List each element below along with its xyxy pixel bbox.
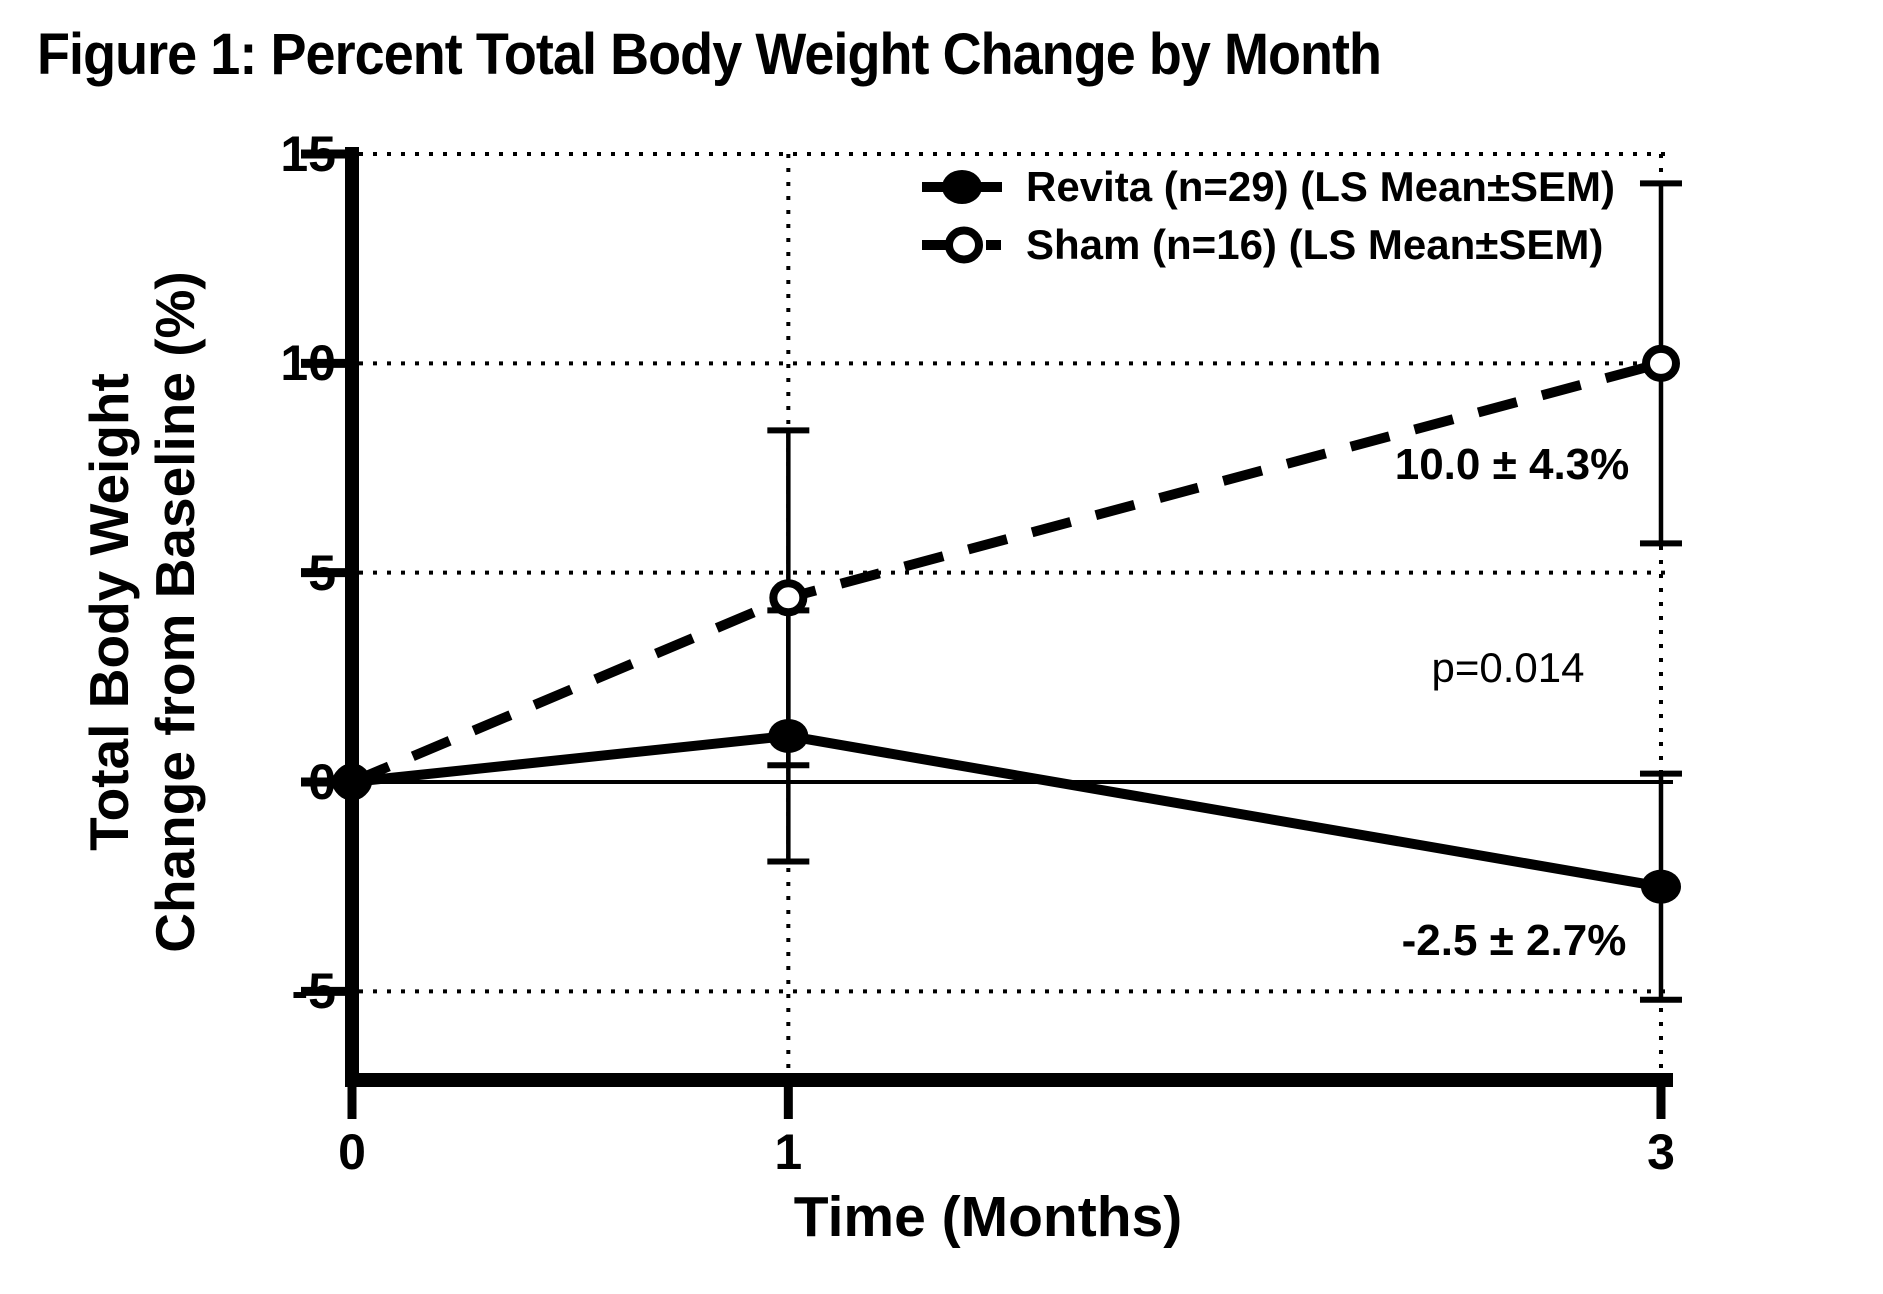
y-axis-title-line1: Total Body Weight — [78, 373, 140, 851]
y-axis-title: Total Body Weight Change from Baseline (… — [76, 112, 208, 1112]
legend-item-revita: Revita (n=29) (LS Mean±SEM) — [918, 158, 1615, 216]
x-axis-line — [345, 1073, 1673, 1087]
annotation-p-value: p=0.014 — [1431, 644, 1585, 691]
annotation-revita-month3: -2.5 ± 2.7% — [1401, 916, 1627, 965]
annotation-sham-month3: 10.0 ± 4.3% — [1394, 440, 1630, 489]
y-tick-label-15: 15 — [280, 126, 336, 182]
marker-open-circle — [769, 579, 808, 617]
y-tick-label--5: -5 — [291, 963, 336, 1020]
marker-filled-circle — [768, 718, 809, 753]
legend-label-revita: Revita (n=29) (LS Mean±SEM) — [1026, 163, 1616, 210]
marker-open-circle — [1641, 344, 1680, 382]
y-tick-label-10: 10 — [280, 335, 336, 392]
legend-label-sham: Sham (n=16) (LS Mean±SEM) — [1026, 221, 1604, 268]
marker-filled-circle — [332, 765, 372, 799]
x-tick-label-1: 1 — [774, 1124, 803, 1180]
y-tick-label-5: 5 — [308, 544, 336, 601]
x-tick-label-3: 3 — [1647, 1124, 1675, 1180]
legend-item-sham: Sham (n=16) (LS Mean±SEM) — [918, 216, 1615, 274]
figure-title: Figure 1: Percent Total Body Weight Chan… — [37, 22, 1382, 87]
marker-filled-circle — [1640, 869, 1681, 904]
series-line-solid — [351, 730, 1662, 892]
legend-marker-open-circle-icon — [922, 226, 1001, 264]
legend: Revita (n=29) (LS Mean±SEM) Sham (n=16) … — [918, 158, 1615, 274]
y-axis-line — [345, 147, 359, 1087]
y-tick-label-0: 0 — [308, 754, 336, 810]
y-axis-title-line2: Change from Baseline (%) — [144, 271, 206, 953]
legend-marker-filled-circle-icon — [922, 170, 1002, 204]
x-tick-label-0: 0 — [338, 1124, 366, 1180]
x-axis-title: Time (Months) — [793, 1185, 1183, 1249]
